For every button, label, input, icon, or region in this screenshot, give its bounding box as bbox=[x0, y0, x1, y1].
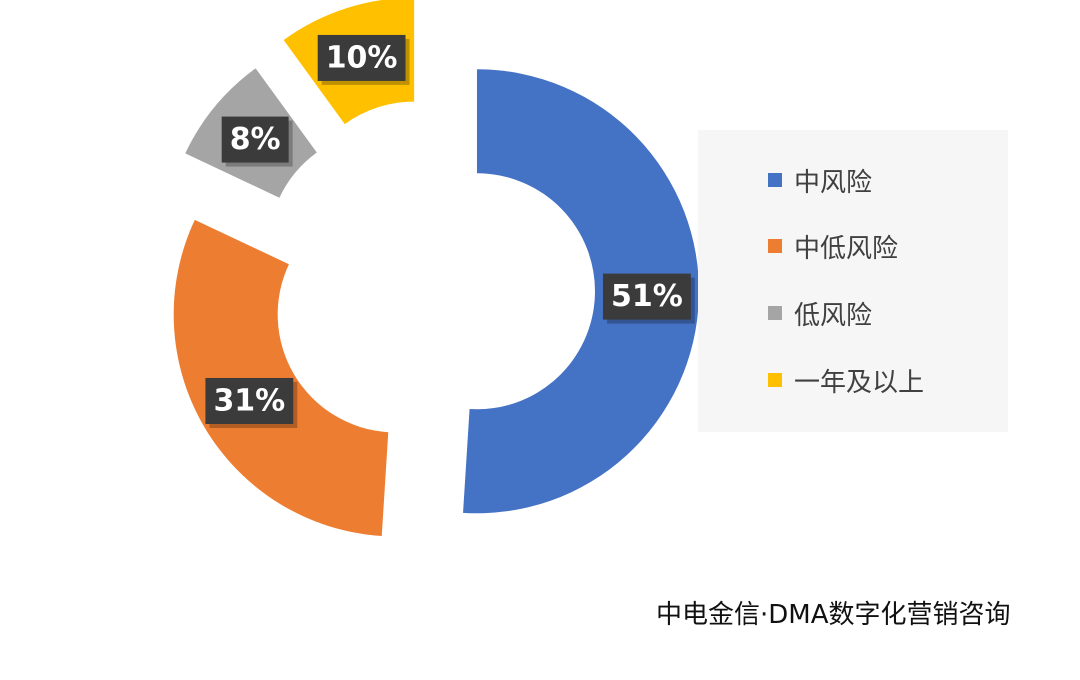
slice-label-text: 10% bbox=[326, 40, 398, 75]
legend-item-one-year-plus[interactable]: 一年及以上 bbox=[768, 364, 925, 398]
slice-label-box bbox=[602, 273, 691, 320]
donut-slices bbox=[173, 0, 699, 536]
slice-label-text: 51% bbox=[611, 279, 683, 314]
slice-label-4: 10% bbox=[317, 34, 410, 85]
slice-label-text: 8% bbox=[230, 122, 281, 157]
legend-swatch bbox=[768, 173, 782, 187]
legend-swatch bbox=[768, 373, 782, 387]
slice-labels: 51% 31% 8% 10% bbox=[205, 34, 695, 428]
legend-item-low-risk[interactable]: 低风险 bbox=[768, 297, 873, 331]
slice-label-box bbox=[205, 377, 294, 424]
legend-label: 低风险 bbox=[794, 300, 873, 331]
slice-label-3: 8% bbox=[221, 116, 293, 167]
legend-item-medium-risk[interactable]: 中风险 bbox=[768, 164, 873, 198]
legend-item-medium-low-risk[interactable]: 中低风险 bbox=[768, 230, 899, 264]
source-caption: 中电金信·DMA数字化营销咨询 bbox=[656, 600, 1011, 630]
donut-slice-1 bbox=[463, 69, 699, 514]
legend-swatch bbox=[768, 239, 782, 253]
slice-label-1: 51% bbox=[602, 273, 695, 324]
legend-swatch bbox=[768, 306, 782, 320]
legend: 中风险 中低风险 低风险 一年及以上 bbox=[698, 130, 1008, 432]
donut-slice-2 bbox=[173, 219, 389, 536]
slice-label-2: 31% bbox=[205, 377, 298, 428]
legend-label: 中风险 bbox=[794, 167, 873, 198]
legend-label: 一年及以上 bbox=[794, 367, 925, 398]
slice-label-box bbox=[221, 116, 289, 163]
slice-label-box bbox=[317, 34, 406, 81]
slice-label-text: 31% bbox=[213, 383, 285, 418]
legend-label: 中低风险 bbox=[794, 233, 899, 264]
